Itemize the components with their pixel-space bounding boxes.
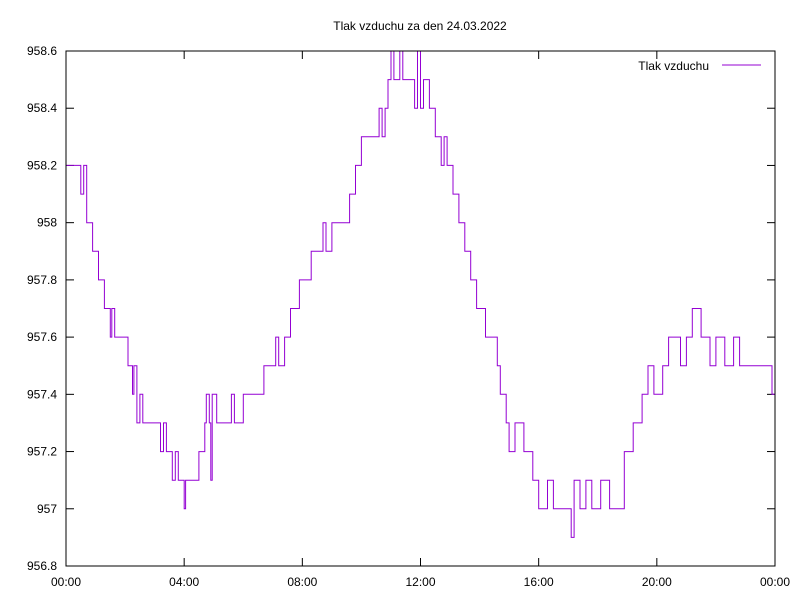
y-axis-ticks: 956.8 957 957.2 957.4 957.6 957.8 958 958.2 958.…	[27, 44, 775, 573]
series-layer	[66, 50, 776, 538]
x-tick-label: 00:00	[760, 575, 790, 589]
y-tick-label: 957	[37, 502, 57, 516]
x-tick-label: 20:00	[642, 575, 672, 589]
x-axis-ticks: 00:00 04:00 08:00 12:00 16:00 20:00 00:00	[51, 51, 790, 589]
x-tick-label: 12:00	[405, 575, 435, 589]
y-tick-label: 958.2	[27, 158, 57, 172]
series-line-0	[66, 50, 776, 538]
x-tick-label: 04:00	[169, 575, 199, 589]
y-tick-label: 957.6	[27, 330, 57, 344]
x-tick-label: 00:00	[51, 575, 81, 589]
legend-label: Tlak vzduchu	[638, 59, 709, 73]
x-tick-label: 08:00	[287, 575, 317, 589]
x-tick-label: 16:00	[524, 575, 554, 589]
legend: Tlak vzduchu	[638, 59, 761, 73]
plot-border	[65, 50, 776, 567]
y-tick-label: 957.8	[27, 273, 57, 287]
chart-title: Tlak vzduchu za den 24.03.2022	[333, 19, 507, 33]
y-tick-label: 958.6	[27, 44, 57, 58]
y-tick-label: 958	[37, 216, 57, 230]
y-tick-label: 956.8	[27, 559, 57, 573]
y-tick-label: 958.4	[27, 101, 57, 115]
y-tick-label: 957.2	[27, 445, 57, 459]
y-tick-label: 957.4	[27, 387, 57, 401]
